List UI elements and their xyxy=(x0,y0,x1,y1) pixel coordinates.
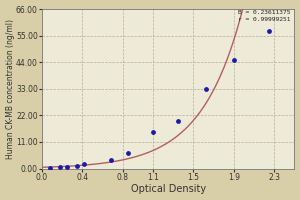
X-axis label: Optical Density: Optical Density xyxy=(131,184,206,194)
Point xyxy=(203,87,208,90)
Point xyxy=(65,165,70,168)
Point xyxy=(176,120,181,123)
Point xyxy=(267,29,272,32)
Point xyxy=(151,131,155,134)
Point xyxy=(58,166,63,169)
Point xyxy=(48,166,52,169)
Point xyxy=(125,151,130,154)
Text: B = 0.23611375
r = 0.99999251: B = 0.23611375 r = 0.99999251 xyxy=(238,10,291,22)
Y-axis label: Human CK-MB concentration (ng/ml): Human CK-MB concentration (ng/ml) xyxy=(6,19,15,159)
Point xyxy=(108,158,113,162)
Point xyxy=(82,163,87,166)
Point xyxy=(232,58,236,61)
Point xyxy=(75,164,80,167)
